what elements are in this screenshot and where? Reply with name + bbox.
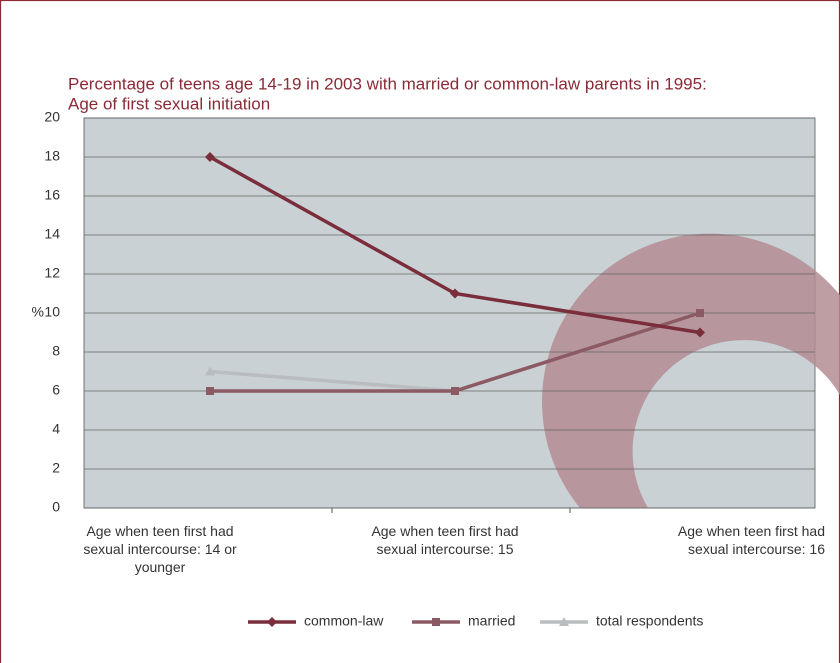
x-tick-label: Age when teen first had sexual intercour… [371,523,519,557]
y-tick-label: 8 [52,343,60,359]
y-tick-label: 2 [52,460,60,476]
legend-label: total respondents [596,613,703,629]
marker [696,309,704,317]
marker [695,327,705,338]
marker [559,617,569,626]
marker [432,618,440,626]
marker [205,366,215,376]
y-tick-label: 10 [44,304,60,320]
y-tick-label: 20 [44,109,60,125]
y-tick-label: 4 [52,421,60,437]
x-tick-label: Age when teen first had sexual intercour… [677,523,825,557]
marker [205,152,215,162]
marker [267,617,277,627]
y-axis-label: % [32,304,44,320]
chart-title: Percentage of teens age 14-19 in 2003 wi… [68,74,707,93]
marker [206,387,214,395]
y-tick-label: 18 [44,148,60,164]
x-tick-label: Age when teen first had sexual intercour… [83,523,237,575]
marker [450,288,460,299]
decoration-ring [542,233,840,508]
y-tick-label: 14 [44,226,60,242]
chart-subtitle: Age of first sexual initiation [68,94,270,113]
y-tick-label: 6 [52,382,60,398]
y-tick-label: 0 [52,499,60,515]
marker [451,387,459,395]
y-tick-label: 16 [44,187,60,203]
legend-label: married [468,613,515,629]
legend-label: common-law [304,613,384,629]
y-tick-label: 12 [44,265,60,281]
